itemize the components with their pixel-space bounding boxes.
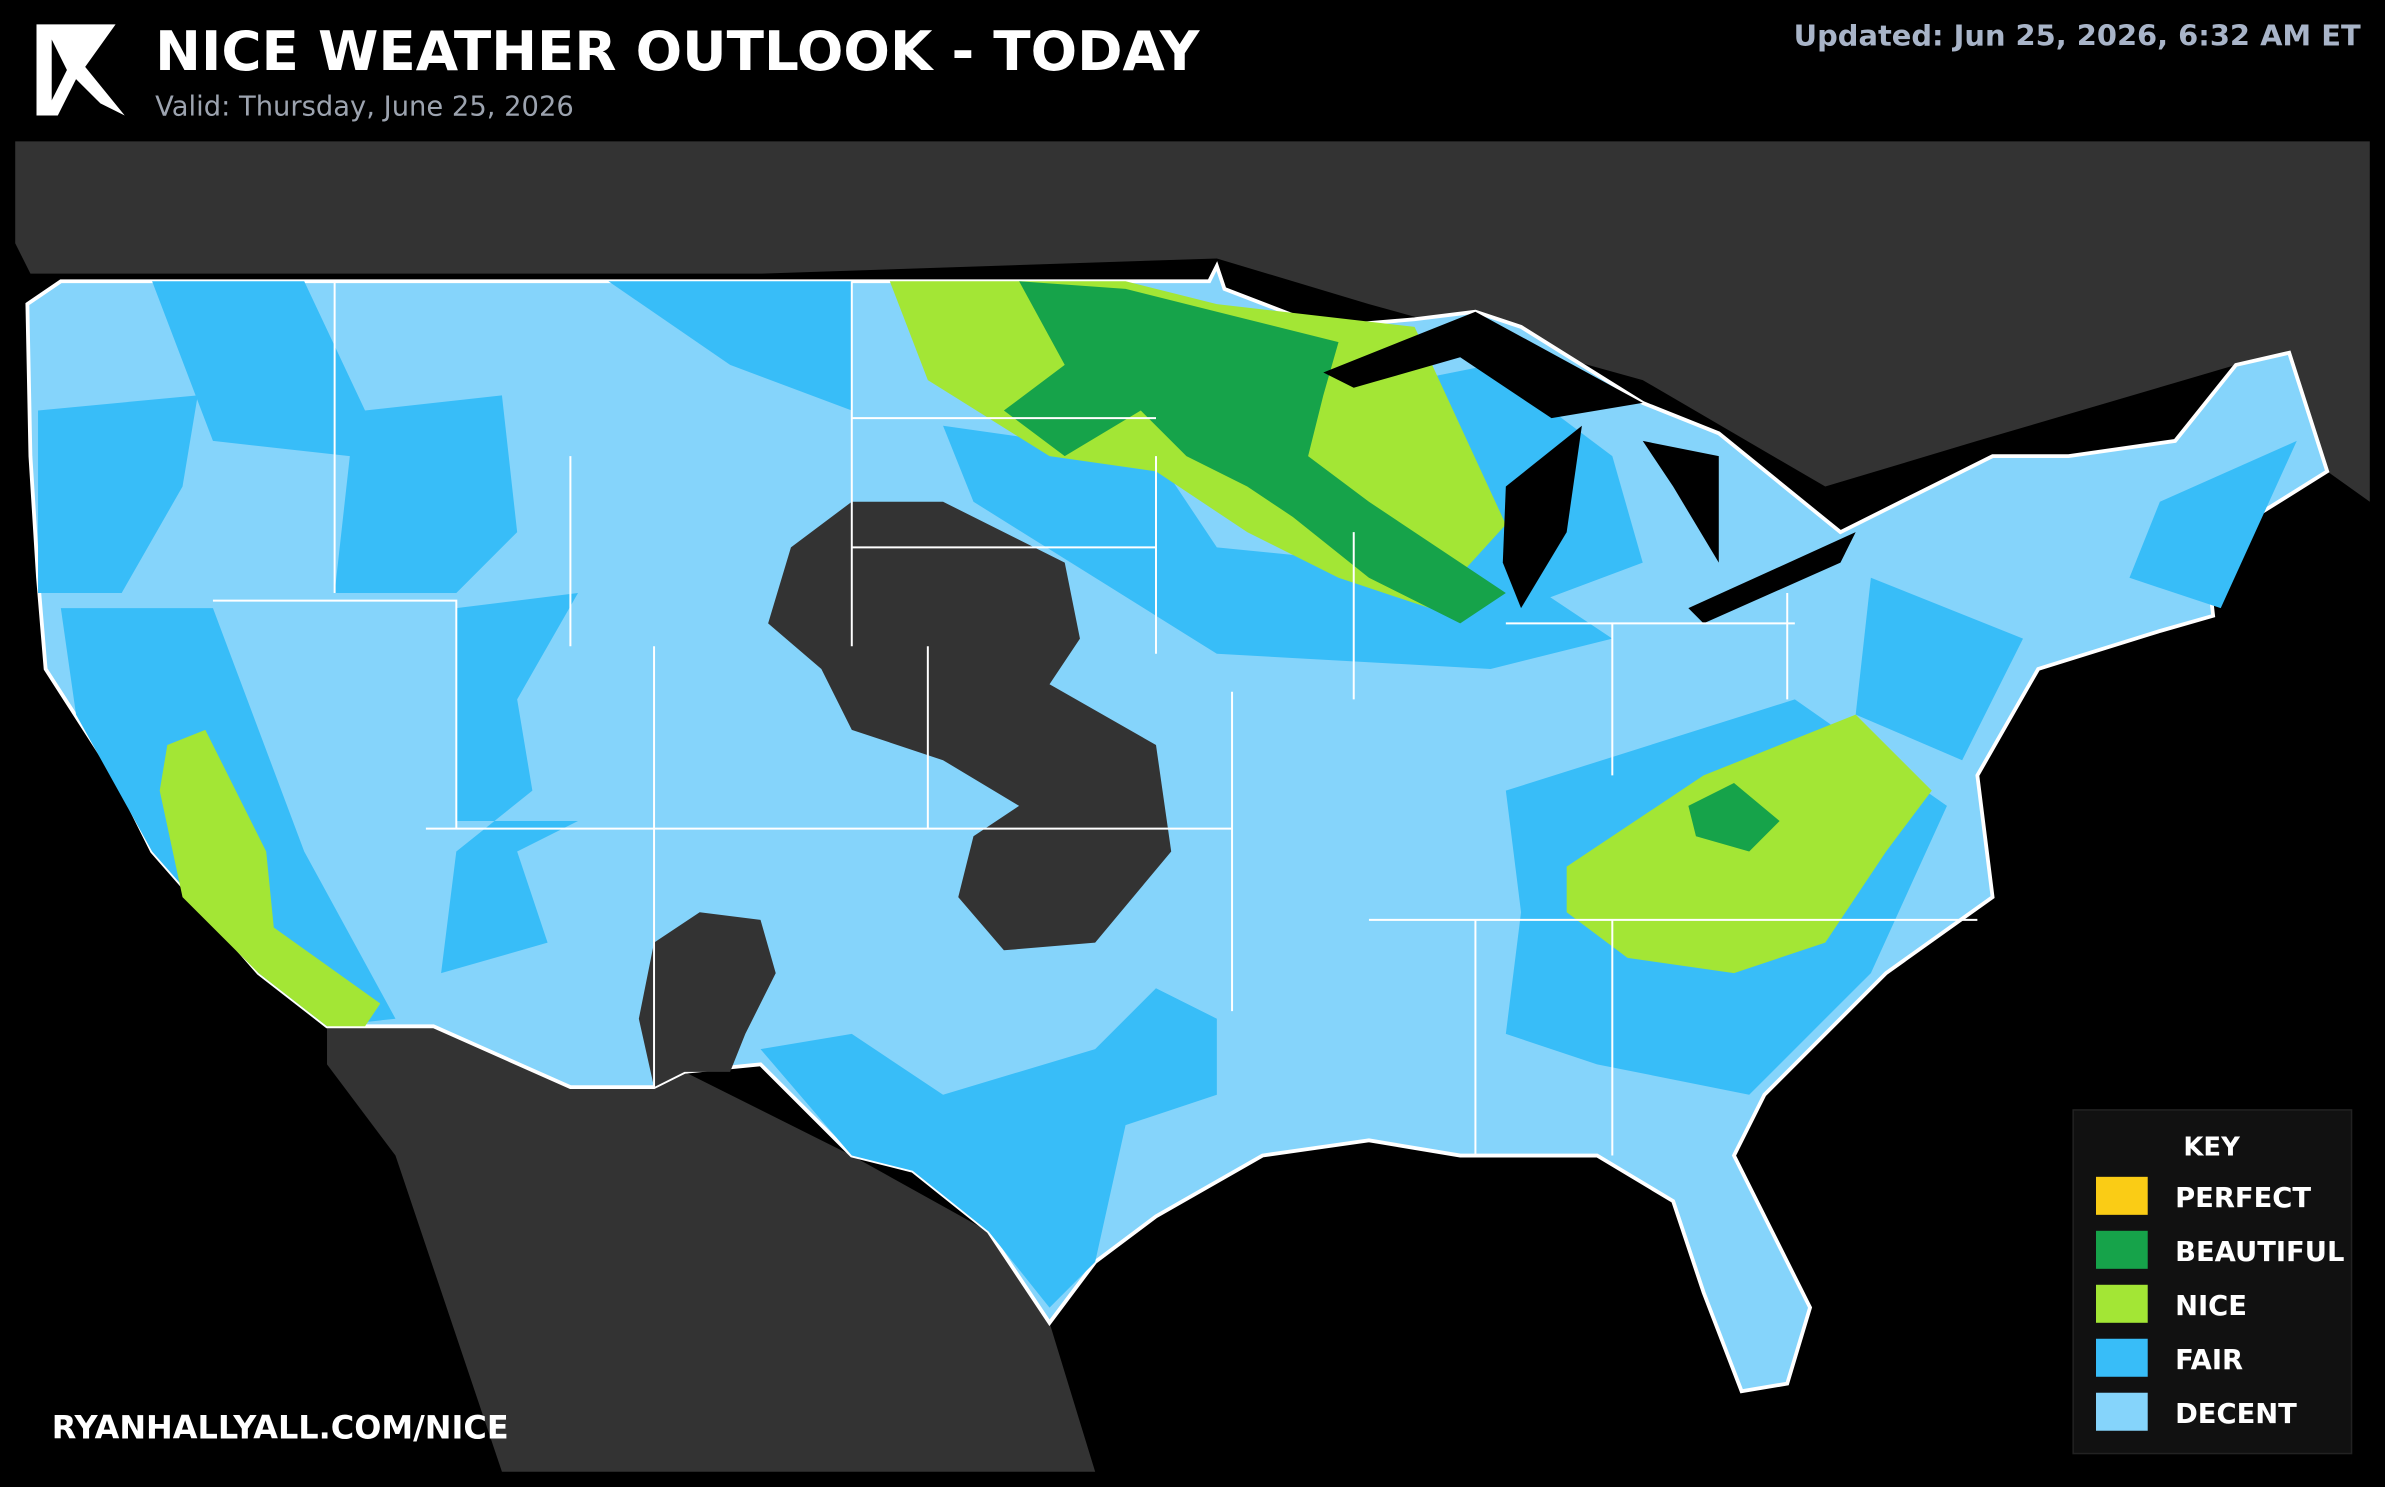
legend-label: NICE <box>2175 1291 2247 1322</box>
legend-swatch <box>2096 1392 2148 1431</box>
legend-swatch <box>2096 1284 2148 1323</box>
legend-title: KEY <box>2183 1133 2240 1163</box>
legend-swatch <box>2096 1176 2148 1215</box>
nice-area <box>159 729 381 1027</box>
lake-erie <box>1688 532 1856 624</box>
canada <box>15 141 2370 502</box>
legend-swatch <box>2096 1230 2148 1269</box>
fair-area <box>608 281 852 411</box>
logo <box>36 24 125 116</box>
lake-michigan <box>1502 425 1582 609</box>
map <box>15 141 2370 1472</box>
footer-url: RYANHALLYALL.COM/NICE <box>52 1408 509 1446</box>
fair-area <box>38 395 198 593</box>
mexico <box>327 1026 1096 1472</box>
updated-time: Updated: Jun 25, 2026, 6:32 AM ET <box>1794 19 2361 53</box>
legend-label: PERFECT <box>2175 1183 2311 1214</box>
fair-area <box>2129 440 2297 609</box>
legend-label: FAIR <box>2175 1345 2243 1376</box>
legend-swatch <box>2096 1338 2148 1377</box>
legend-items: PERFECT BEAUTIFUL NICE FAIR DECENT <box>2096 1176 2344 1431</box>
lake-superior <box>1323 311 1643 419</box>
beautiful-area <box>1688 783 1780 852</box>
no-rating-area <box>768 501 1172 951</box>
fair-area <box>441 592 578 974</box>
fair-area <box>760 988 1217 1308</box>
legend-label: BEAUTIFUL <box>2175 1237 2344 1268</box>
beautiful-area <box>1003 281 1506 624</box>
legend: KEY PERFECT BEAUTIFUL NICE FAIR DECENT <box>2072 1109 2353 1455</box>
lake-huron <box>1642 440 1719 563</box>
legend-label: DECENT <box>2175 1399 2297 1430</box>
title: NICE WEATHER OUTLOOK - TODAY <box>155 19 1201 83</box>
valid-date: Valid: Thursday, June 25, 2026 <box>155 92 574 123</box>
fair-area <box>1855 577 2023 761</box>
